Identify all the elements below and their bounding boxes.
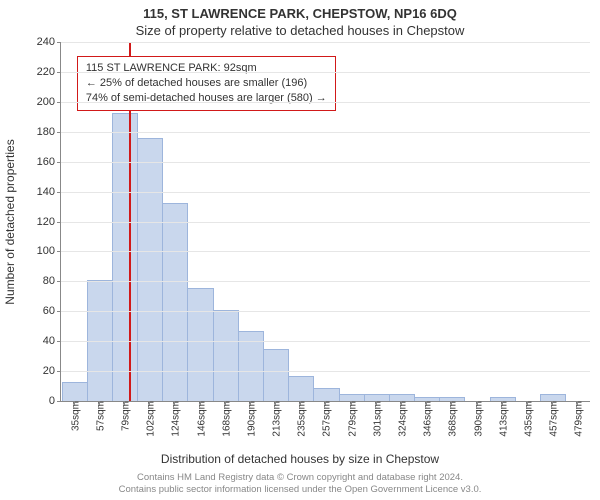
gridline xyxy=(61,102,590,103)
x-tick-label: 57sqm xyxy=(91,401,106,431)
x-tick-mark xyxy=(552,401,553,405)
x-tick-label: 102sqm xyxy=(142,401,157,437)
histogram-bar xyxy=(187,288,213,401)
y-axis-label: Number of detached properties xyxy=(3,57,17,222)
x-axis-label: Distribution of detached houses by size … xyxy=(0,452,600,466)
x-tick-label: 235sqm xyxy=(293,401,308,437)
footer-attribution: Contains HM Land Registry data © Crown c… xyxy=(0,472,600,496)
x-tick-label: 346sqm xyxy=(419,401,434,437)
histogram-bar xyxy=(288,376,314,401)
histogram-bar xyxy=(62,382,88,401)
x-tick-mark xyxy=(325,401,326,405)
gridline xyxy=(61,371,590,372)
gridline xyxy=(61,281,590,282)
histogram-bar xyxy=(389,394,415,401)
y-tick-mark xyxy=(57,371,61,372)
histogram-chart: 35sqm57sqm79sqm102sqm124sqm146sqm168sqm1… xyxy=(60,42,590,402)
x-tick-mark xyxy=(401,401,402,405)
plot-area: 35sqm57sqm79sqm102sqm124sqm146sqm168sqm1… xyxy=(60,42,590,402)
x-tick-label: 457sqm xyxy=(545,401,560,437)
x-tick-label: 79sqm xyxy=(116,401,131,431)
x-tick-label: 279sqm xyxy=(343,401,358,437)
gridline xyxy=(61,132,590,133)
y-tick-mark xyxy=(57,401,61,402)
x-tick-mark xyxy=(275,401,276,405)
histogram-bar xyxy=(364,394,390,401)
y-tick-mark xyxy=(57,311,61,312)
x-tick-mark xyxy=(376,401,377,405)
x-tick-label: 168sqm xyxy=(217,401,232,437)
gridline xyxy=(61,311,590,312)
x-tick-label: 324sqm xyxy=(394,401,409,437)
x-tick-mark xyxy=(124,401,125,405)
x-tick-mark xyxy=(502,401,503,405)
x-tick-mark xyxy=(74,401,75,405)
gridline xyxy=(61,72,590,73)
gridline xyxy=(61,162,590,163)
gridline xyxy=(61,341,590,342)
x-tick-mark xyxy=(99,401,100,405)
y-tick-mark xyxy=(57,162,61,163)
x-tick-label: 124sqm xyxy=(167,401,182,437)
x-tick-mark xyxy=(250,401,251,405)
x-tick-label: 35sqm xyxy=(66,401,81,431)
y-tick-mark xyxy=(57,281,61,282)
gridline xyxy=(61,251,590,252)
x-tick-label: 301sqm xyxy=(368,401,383,437)
x-tick-label: 413sqm xyxy=(494,401,509,437)
y-tick-mark xyxy=(57,102,61,103)
y-tick-mark xyxy=(57,42,61,43)
footer-line: Contains HM Land Registry data © Crown c… xyxy=(0,472,600,484)
x-tick-label: 257sqm xyxy=(318,401,333,437)
y-tick-mark xyxy=(57,132,61,133)
x-tick-mark xyxy=(200,401,201,405)
page-subtitle: Size of property relative to detached ho… xyxy=(0,21,600,42)
y-tick-mark xyxy=(57,251,61,252)
gridline xyxy=(61,222,590,223)
histogram-bar xyxy=(137,138,163,401)
x-tick-mark xyxy=(577,401,578,405)
y-tick-mark xyxy=(57,72,61,73)
histogram-bar xyxy=(263,349,289,401)
histogram-bar xyxy=(313,388,339,401)
histogram-bar xyxy=(112,113,138,401)
histogram-bar xyxy=(540,394,566,401)
x-tick-label: 146sqm xyxy=(192,401,207,437)
x-tick-label: 435sqm xyxy=(519,401,534,437)
annotation-line: 74% of semi-detached houses are larger (… xyxy=(86,91,327,106)
x-tick-mark xyxy=(300,401,301,405)
x-tick-label: 190sqm xyxy=(242,401,257,437)
histogram-bar xyxy=(213,310,239,401)
x-tick-mark xyxy=(477,401,478,405)
x-tick-mark xyxy=(426,401,427,405)
x-tick-mark xyxy=(351,401,352,405)
annotation-line: ← 25% of detached houses are smaller (19… xyxy=(86,76,327,91)
x-tick-mark xyxy=(527,401,528,405)
y-tick-mark xyxy=(57,192,61,193)
x-tick-label: 368sqm xyxy=(444,401,459,437)
gridline xyxy=(61,192,590,193)
histogram-bar xyxy=(339,394,365,401)
x-tick-label: 479sqm xyxy=(570,401,585,437)
x-tick-mark xyxy=(174,401,175,405)
y-tick-mark xyxy=(57,341,61,342)
annotation-line: 115 ST LAWRENCE PARK: 92sqm xyxy=(86,61,327,76)
x-tick-mark xyxy=(149,401,150,405)
gridline xyxy=(61,42,590,43)
footer-line: Contains public sector information licen… xyxy=(0,484,600,496)
x-tick-label: 390sqm xyxy=(469,401,484,437)
x-tick-mark xyxy=(451,401,452,405)
x-tick-label: 213sqm xyxy=(268,401,283,437)
page-title: 115, ST LAWRENCE PARK, CHEPSTOW, NP16 6D… xyxy=(0,0,600,21)
x-tick-mark xyxy=(225,401,226,405)
y-tick-mark xyxy=(57,222,61,223)
